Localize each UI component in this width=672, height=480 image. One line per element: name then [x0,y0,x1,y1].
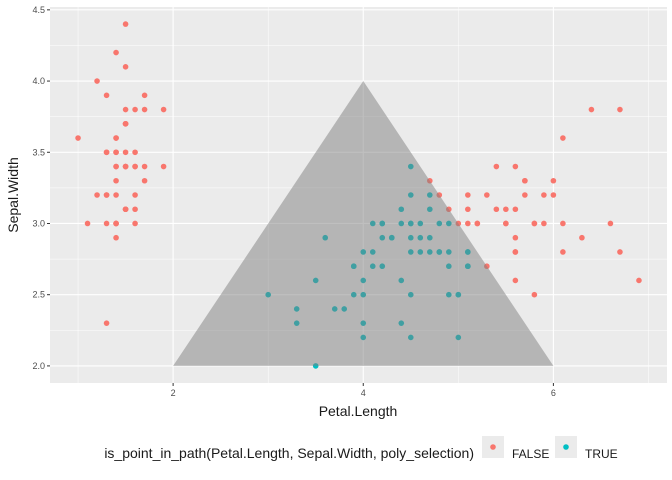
point-false [113,149,119,156]
point-false [113,49,119,56]
point-false [512,206,519,213]
point-false [607,220,614,227]
legend: is_point_in_path(Petal.Length, Sepal.Wid… [104,436,618,461]
point-false [103,92,110,99]
x-axis-title: Petal.Length [319,403,398,419]
point-false [512,163,519,170]
y-tick-label: 3.5 [32,147,45,157]
point-false [617,106,623,113]
point-false [141,106,148,113]
point-false [113,220,119,227]
x-tick-label: 4 [361,388,366,398]
y-axis: 2.0 2.5 3.0 3.5 4.0 4.5 [32,5,50,371]
point-false [484,192,490,198]
y-tick-label: 3.0 [32,218,45,228]
point-false [160,163,167,170]
point-false [122,120,129,127]
point-false [512,249,519,255]
point-false [113,135,119,141]
point-false [122,64,129,70]
point-false [94,192,100,198]
legend-marker-true [563,444,569,450]
point-false [103,320,110,326]
point-false [132,149,138,156]
point-false [103,220,110,227]
point-false [122,206,129,213]
point-false [531,220,538,227]
legend-label-true: TRUE [585,447,618,461]
legend-marker-false [490,444,496,450]
point-false [132,206,138,213]
y-tick-label: 2.5 [32,290,45,300]
point-false [522,192,528,198]
point-false [493,163,500,170]
point-false [512,234,519,241]
x-tick-label: 2 [171,388,176,398]
point-false [465,206,471,213]
x-axis: 2 4 6 [171,383,556,398]
y-tick-label: 4.5 [32,5,45,15]
x-tick-label: 6 [551,388,556,398]
point-false [122,163,129,170]
point-false [132,192,138,198]
point-false [113,234,119,241]
y-axis-title: Sepal.Width [5,157,21,232]
point-false [465,220,471,227]
point-false [579,234,585,241]
point-false [141,177,148,184]
point-false [75,135,81,141]
point-false [560,249,566,255]
point-false [141,163,148,170]
selection-polygon [173,81,554,366]
point-false [84,220,91,227]
point-false [550,192,557,198]
point-false [103,192,110,198]
point-false [122,149,129,156]
point-false [122,106,129,113]
legend-label-false: FALSE [512,447,549,461]
point-false [531,291,538,298]
point-false [541,192,547,198]
point-false [636,277,642,284]
point-false [550,177,557,184]
point-false [617,249,623,255]
point-false [141,92,148,99]
point-false [560,220,566,227]
point-false [132,163,138,170]
point-false [503,220,509,227]
y-tick-label: 4.0 [32,76,45,86]
point-false [541,220,547,227]
point-false [465,192,471,198]
legend-title: is_point_in_path(Petal.Length, Sepal.Wid… [104,445,474,461]
point-false [512,277,519,284]
point-false [560,135,566,141]
point-false [113,163,119,170]
point-false [493,206,500,213]
point-false [132,106,138,113]
point-false [122,21,129,27]
point-false [522,177,528,184]
y-tick-label: 2.0 [32,361,45,371]
point-false [588,106,595,113]
point-false [160,106,167,113]
point-false [103,149,110,156]
point-false [474,220,481,227]
point-false [94,78,100,84]
point-false [503,206,509,213]
point-false [132,220,138,227]
point-false [113,192,119,198]
point-false [113,177,119,184]
